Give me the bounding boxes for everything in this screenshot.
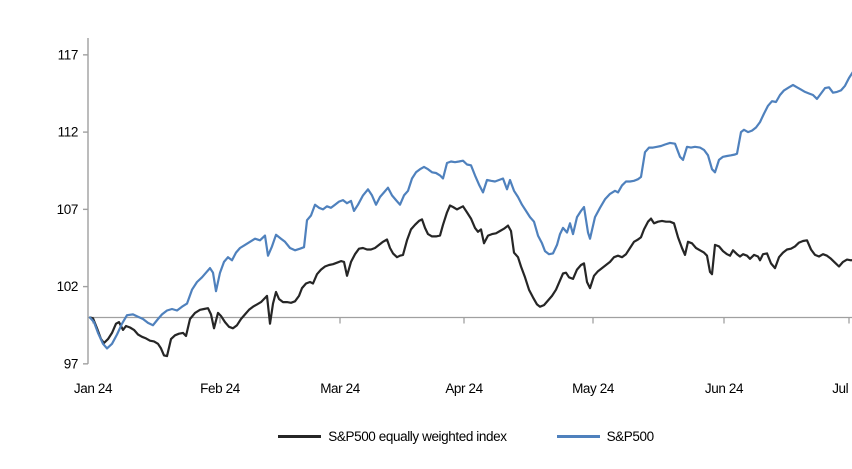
plot-svg: 117 112 107 102 97 Jan 24 Feb 24 Mar 24 Apr 24 Ma… [57, 38, 852, 396]
equal-weight-line-swatch [278, 435, 322, 438]
legend-label-equal-weight: S&P500 equally weighted index [328, 429, 507, 444]
x-tick-label: Mar 24 [320, 381, 361, 396]
equal-weight-line [88, 204, 852, 358]
legend-item-equal-weight: S&P500 equally weighted index [278, 429, 507, 444]
x-tick-label: Jan 24 [74, 381, 113, 396]
x-tick-label: Feb 24 [200, 381, 241, 396]
sp500-line-swatch [556, 435, 600, 438]
y-tick-label: 112 [58, 125, 78, 140]
y-tick-label: 117 [58, 47, 78, 62]
legend: S&P500 equally weighted index S&P500 [40, 429, 852, 444]
y-tick-label: 97 [64, 356, 78, 371]
sp500-comparison-chart: 117 112 107 102 97 Jan 24 Feb 24 Mar 24 Apr 24 Ma… [40, 16, 852, 469]
legend-label-sp500: S&P500 [606, 429, 655, 444]
y-tick-label: 107 [57, 202, 78, 217]
x-tick-label: Jun 24 [705, 381, 744, 396]
x-tick-label: Jul 24 [832, 381, 852, 396]
y-tick-label: 102 [57, 279, 78, 294]
x-tick-label: Apr 24 [445, 381, 483, 396]
x-tick-label: May 24 [572, 381, 615, 396]
legend-item-sp500: S&P500 [556, 429, 655, 444]
sp500-line [88, 71, 852, 350]
